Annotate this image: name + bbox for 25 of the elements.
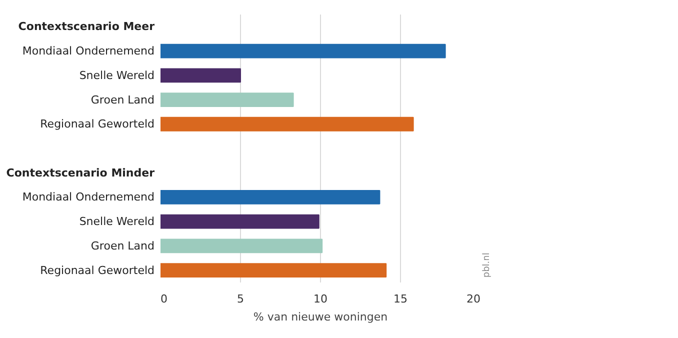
bar	[160, 44, 446, 58]
y-tick-label: Mondiaal Ondernemend	[22, 190, 155, 204]
bar	[160, 190, 380, 204]
y-tick-label: Regionaal Geworteld	[40, 264, 155, 277]
y-tick-label: Groen Land	[90, 239, 154, 252]
y-tick-label: Groen Land	[90, 93, 154, 106]
bar	[160, 116, 414, 132]
bar	[160, 238, 323, 254]
text: pbl.nl	[482, 252, 492, 278]
bar	[160, 92, 294, 107]
x-tick-label: 5	[237, 292, 244, 306]
bar	[160, 214, 320, 229]
y-tick-label: Regionaal Geworteld	[40, 118, 155, 131]
bar	[160, 263, 387, 278]
x-axis-title: % van nieuwe woningen	[253, 310, 388, 324]
x-tick-label: 0	[160, 292, 168, 306]
y-tick-label: Snelle Wereld	[79, 215, 155, 228]
x-tick-label: 15	[394, 292, 408, 306]
bar	[160, 68, 241, 83]
y-tick-label: Contextscenario Minder	[6, 166, 156, 180]
x-tick-label: 10	[314, 292, 328, 306]
y-tick-label: Snelle Wereld	[79, 68, 155, 82]
x-tick-label: 20	[466, 292, 481, 306]
y-tick-label: Contextscenario Meer	[18, 20, 156, 34]
y-tick-label: Mondiaal Ondernemend	[22, 44, 155, 58]
